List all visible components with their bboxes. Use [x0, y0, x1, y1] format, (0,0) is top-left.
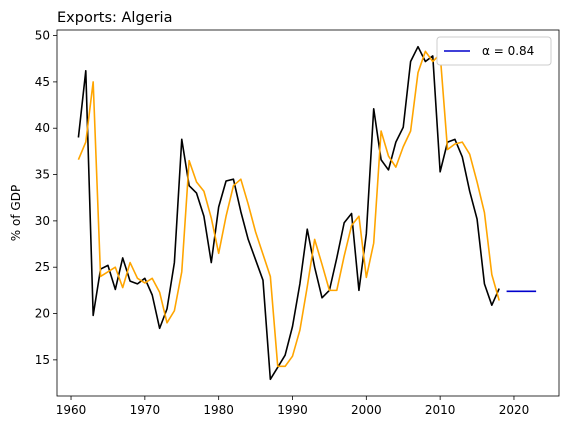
x-tick-label: 2000: [351, 403, 382, 417]
series-line-0: [77, 45, 500, 381]
y-tick-label: 20: [35, 307, 50, 321]
x-tick-label: 1980: [203, 403, 234, 417]
y-axis-label: % of GDP: [9, 185, 23, 241]
y-tick-label: 50: [35, 29, 50, 43]
x-axis: 1960 1970 1980 1990 2000 2010 2020: [56, 396, 529, 417]
y-tick-label: 40: [35, 121, 50, 135]
y-tick-label: 15: [35, 353, 50, 367]
plot-area: 1960 1970 1980 1990 2000 2010 2020 15 20 25 30 35 4…: [35, 29, 560, 417]
y-tick-label: 45: [35, 75, 50, 89]
y-tick-label: 35: [35, 168, 50, 182]
legend-box: [436, 36, 552, 66]
y-axis: 15 20 25 30 35 40 45 50: [35, 29, 57, 367]
x-tick-label: 1960: [56, 403, 87, 417]
legend: α = 0.84: [436, 36, 552, 66]
chart-title: Exports: Algeria: [57, 10, 172, 26]
y-tick-label: 30: [35, 214, 50, 228]
y-tick-label: 25: [35, 260, 50, 274]
x-tick-label: 2010: [425, 403, 456, 417]
x-tick-label: 2020: [499, 403, 530, 417]
legend-label-alpha: α = 0.84: [482, 44, 534, 58]
plot-frame: [56, 29, 560, 397]
series-line-1: [77, 50, 500, 368]
series-layer: [77, 45, 537, 381]
x-tick-label: 1970: [130, 403, 161, 417]
x-tick-label: 1990: [277, 403, 308, 417]
